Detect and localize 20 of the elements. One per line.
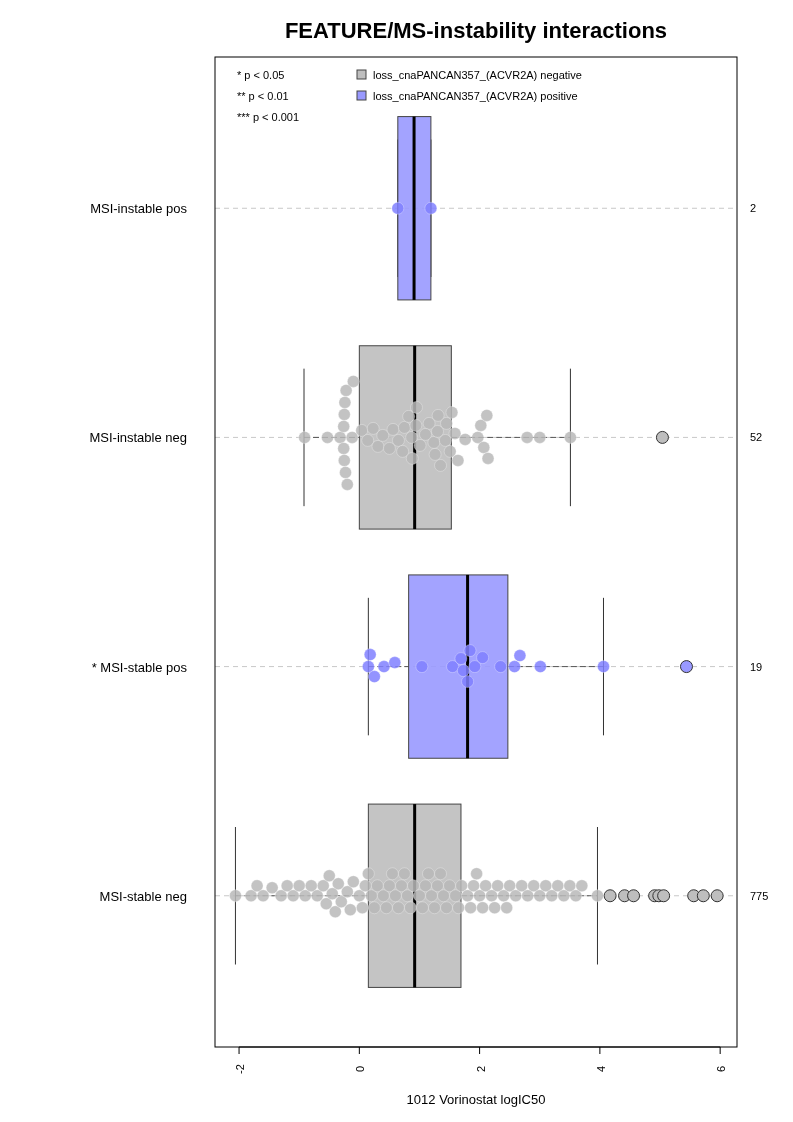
y2-tick-label: 52 [750,431,763,444]
legend-label: loss_cnaPANCAN357_(ACVR2A) negative [373,69,582,81]
y-tick-label: MSI-instable pos [90,201,188,217]
x-tick-label: 2 [474,1065,487,1073]
y-tick-label: MSI-instable neg [89,430,187,446]
legend-label: loss_cnaPANCAN357_(ACVR2A) positive [373,90,578,102]
chart-title: FEATURE/MS-instability interactions [284,18,668,43]
y2-tick-label: 2 [750,202,757,215]
y2-tick-label: 775 [750,889,769,902]
y2-tick-label: 19 [750,660,763,673]
y-tick-label: MSI-stable neg [99,888,187,904]
x-tick-label: 0 [354,1065,367,1073]
x-tick-label: 4 [594,1065,607,1073]
x-tick-label: -2 [234,1064,247,1074]
annotation: *** p < 0.001 [237,111,300,123]
annotation: * p < 0.05 [237,69,285,81]
x-tick-label: 6 [715,1065,728,1073]
x-axis-title: 1012 Vorinostat logIC50 [406,1092,546,1107]
y-tick-label: * MSI-stable pos [91,659,188,675]
annotation: ** p < 0.01 [237,90,289,102]
